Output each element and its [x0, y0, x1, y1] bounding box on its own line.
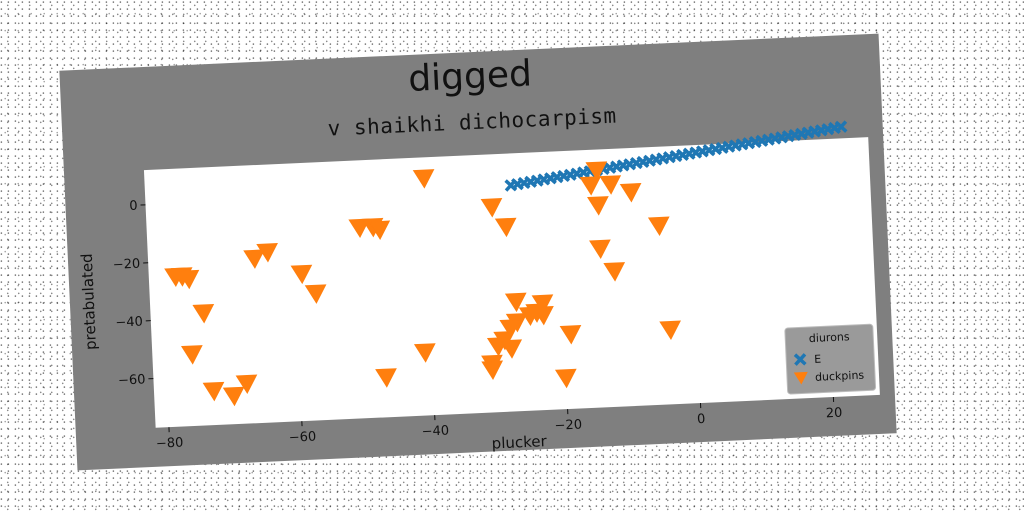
- x-tick-label: −40: [421, 423, 449, 439]
- scatter-point: [500, 339, 523, 359]
- scatter-point: [585, 161, 608, 181]
- plot-area: [143, 137, 880, 428]
- x-tick-label: 20: [826, 406, 843, 422]
- scatter-point: [599, 175, 622, 195]
- legend-label: duckpins: [815, 369, 865, 384]
- x-axis-label: plucker: [491, 432, 548, 453]
- y-tick-label: −40: [115, 315, 143, 331]
- legend-title: diurons: [809, 330, 851, 345]
- scatter-point: [375, 368, 397, 388]
- scatter-point: [619, 182, 642, 203]
- scatter-point: [192, 303, 215, 324]
- scatter-point: [554, 368, 577, 389]
- scatter-point: [348, 218, 371, 239]
- y-tick-label: 0: [129, 199, 138, 214]
- scatter-point: [589, 239, 611, 260]
- y-axis-label: pretabulated: [78, 253, 100, 350]
- scatter-point: [368, 220, 391, 241]
- y-tick-label: −20: [112, 257, 140, 273]
- series-duckpins: [164, 161, 681, 407]
- scatter-point: [412, 169, 435, 189]
- scatter-point: [290, 264, 313, 285]
- scatter-point: [177, 269, 200, 290]
- scatter-point: [202, 381, 225, 402]
- x-tick-label: −20: [554, 417, 582, 433]
- y-tick-label: −60: [118, 372, 146, 388]
- scatter-point: [504, 292, 527, 313]
- scatter-point: [243, 249, 265, 269]
- series-e: [504, 120, 848, 192]
- x-tick-label: −60: [289, 430, 317, 446]
- scatter-point: [659, 320, 681, 340]
- legend-label: E: [814, 353, 822, 366]
- scatter-point: [587, 196, 609, 216]
- scatter-plot: −80 −60 −40 −20 0 20 0 −20 −40 −60 plucker pretab…: [78, 120, 880, 453]
- legend-box: [784, 323, 877, 395]
- scatter-point: [181, 345, 203, 365]
- legend-marker: [793, 371, 808, 385]
- scatter-point: [834, 120, 848, 134]
- scatter-point: [579, 176, 602, 196]
- scatter-point: [222, 386, 245, 407]
- scatter-point: [603, 262, 626, 282]
- scatter-point: [532, 305, 554, 326]
- scatter-point: [413, 343, 436, 363]
- x-tick-label: −80: [156, 436, 184, 452]
- legend-marker: [793, 353, 807, 366]
- scatter-point: [304, 284, 327, 304]
- scatter-point: [559, 325, 582, 345]
- chart-figure: digged v shaikhi dichocarpism −80 −60 −40−…: [59, 33, 897, 471]
- scatter-point: [494, 217, 517, 238]
- scatter-point: [499, 319, 522, 339]
- scatter-point: [647, 216, 670, 237]
- scatter-point: [235, 374, 258, 395]
- x-tick-label: 0: [697, 412, 706, 427]
- scatter-point: [480, 198, 503, 218]
- scatter-point: [481, 360, 504, 380]
